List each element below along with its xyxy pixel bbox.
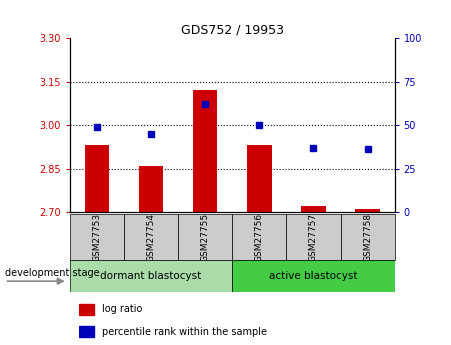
Bar [139,166,163,212]
Text: GSM27754: GSM27754 [147,213,156,262]
Text: GSM27757: GSM27757 [309,213,318,262]
Bar [193,90,217,212]
Bar [341,214,395,260]
Text: percentile rank within the sample: percentile rank within the sample [101,327,267,337]
Text: dormant blastocyst: dormant blastocyst [101,271,202,281]
Text: log ratio: log ratio [101,304,142,314]
Bar [232,214,286,260]
Bar [232,260,395,292]
Bar [70,214,124,260]
Text: GSM27753: GSM27753 [92,213,101,262]
Bar [355,209,380,212]
Bar [124,214,178,260]
Bar [178,214,232,260]
Text: GSM27756: GSM27756 [255,213,264,262]
Text: GSM27755: GSM27755 [201,213,210,262]
Bar [301,206,326,212]
Title: GDS752 / 19953: GDS752 / 19953 [181,24,284,37]
Text: development stage: development stage [5,268,99,277]
Text: GSM27758: GSM27758 [363,213,372,262]
Bar [79,326,93,337]
Bar [85,145,109,212]
Bar [286,214,341,260]
Bar [70,260,232,292]
Bar [247,145,272,212]
Text: active blastocyst: active blastocyst [269,271,358,281]
Bar [79,304,93,315]
